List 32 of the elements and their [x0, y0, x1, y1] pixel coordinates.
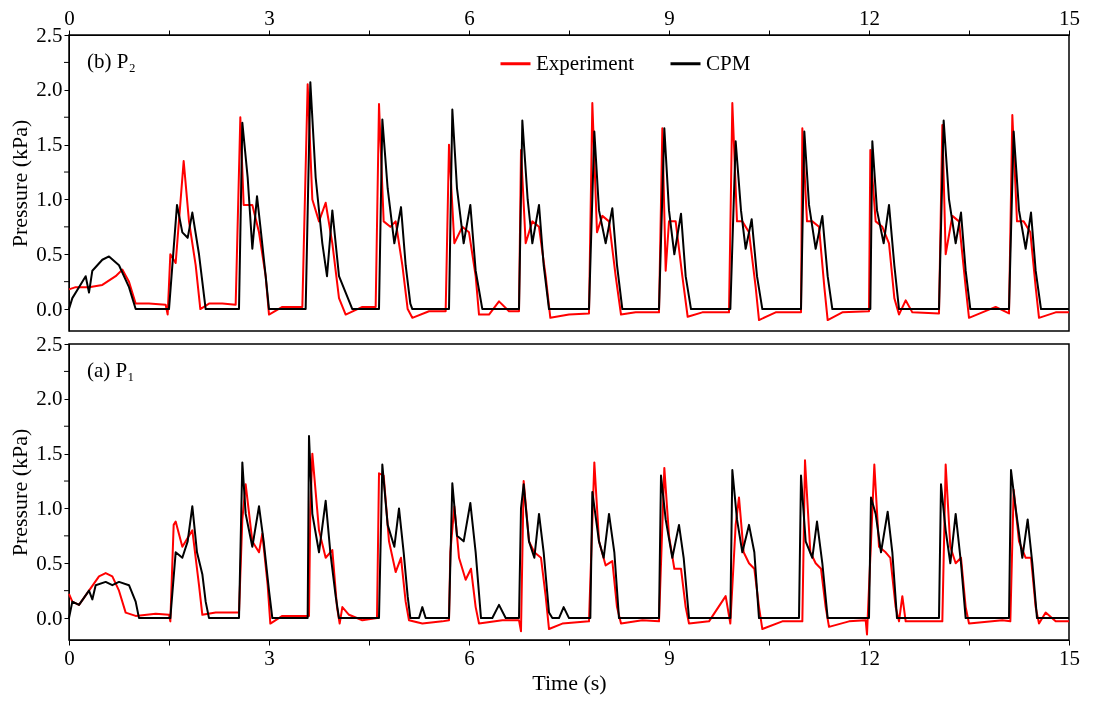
- y-tick-label: 0.5: [36, 241, 63, 266]
- x-tick-label: 9: [664, 645, 675, 670]
- annotation: (b) P₂: [87, 49, 136, 73]
- x-tick-label: 12: [859, 645, 880, 670]
- legend-label: Experiment: [536, 50, 635, 75]
- y-tick-label: 1.5: [36, 132, 63, 157]
- y-tick-label: 2.0: [36, 77, 63, 102]
- y-axis-title: Pressure (kPa): [7, 428, 33, 557]
- y-tick-label: 0.5: [36, 550, 63, 575]
- x-axis-title: Time (s): [532, 669, 607, 695]
- x-tick-label: 12: [859, 5, 880, 30]
- y-tick-label: 1.0: [36, 186, 63, 211]
- y-tick-label: 0.0: [36, 296, 63, 321]
- line-series: [68, 452, 1070, 636]
- y-tick-label: 2.5: [36, 331, 63, 356]
- annotation: (a) P₁: [87, 358, 135, 382]
- x-tick-label: 3: [264, 5, 275, 30]
- y-tick-label: 1.0: [36, 495, 63, 520]
- x-tick-label: 15: [1059, 5, 1080, 30]
- x-tick-label: 3: [264, 645, 275, 670]
- y-tick-label: 2.5: [36, 22, 63, 47]
- x-tick-label: 0: [64, 645, 75, 670]
- y-tick-label: 2.0: [36, 386, 63, 411]
- y-tick-label: 1.5: [36, 441, 63, 466]
- x-tick-label: 6: [464, 5, 475, 30]
- y-tick-label: 0.0: [36, 605, 63, 630]
- x-tick-label: 6: [464, 645, 475, 670]
- y-axis-title: Pressure (kPa): [7, 119, 33, 248]
- x-tick-label: 0: [64, 5, 75, 30]
- x-tick-label: 9: [664, 5, 675, 30]
- x-tick-label: 15: [1059, 645, 1080, 670]
- legend-label: CPM: [706, 50, 751, 75]
